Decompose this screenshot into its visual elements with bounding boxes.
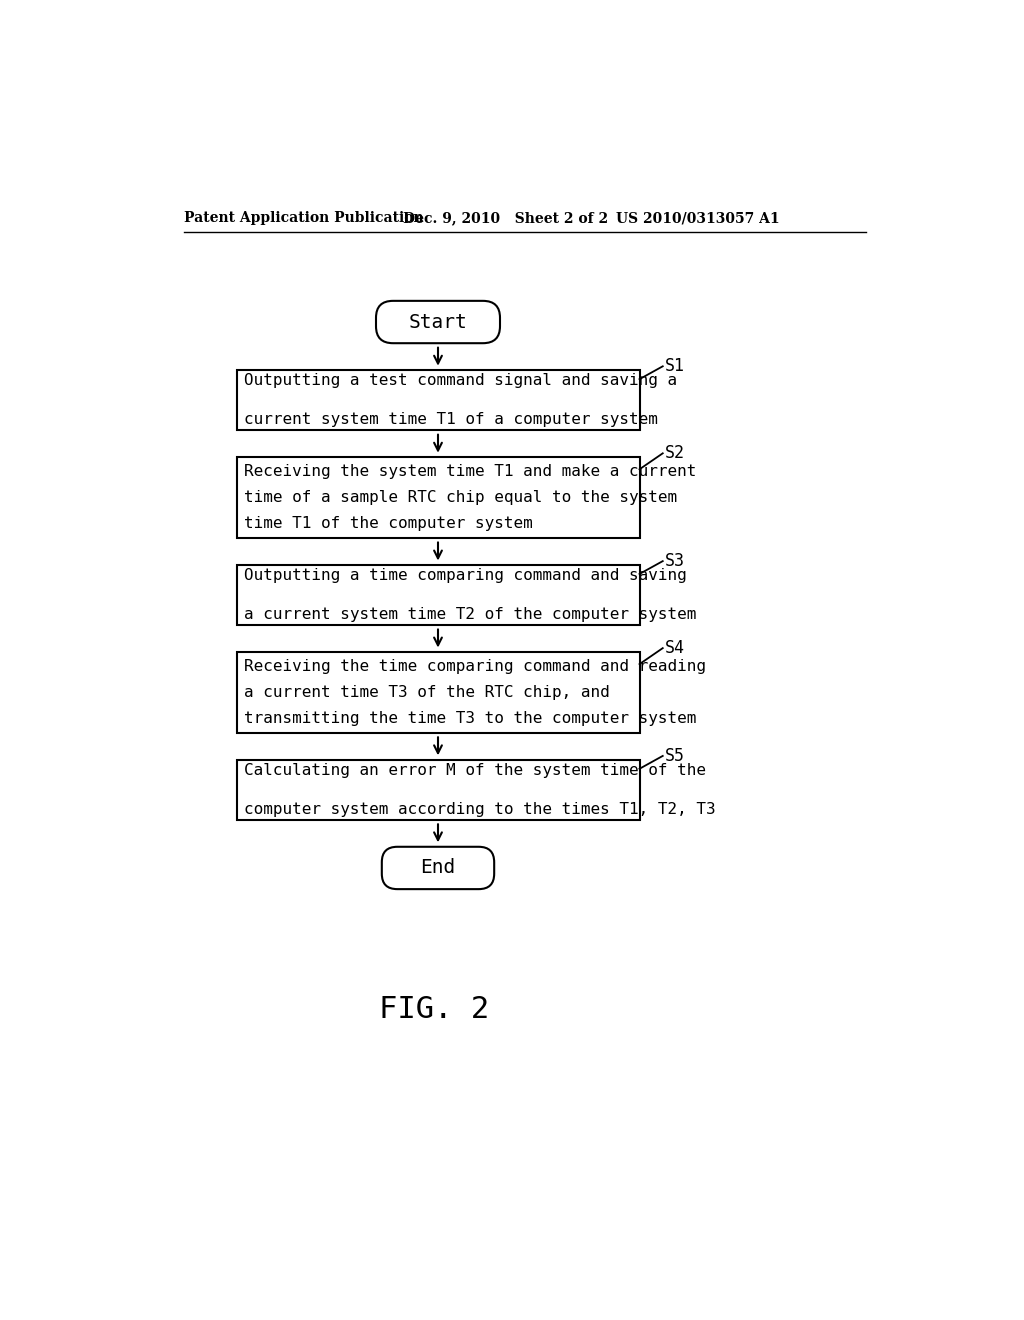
Bar xyxy=(237,760,640,820)
Text: Dec. 9, 2010   Sheet 2 of 2: Dec. 9, 2010 Sheet 2 of 2 xyxy=(403,211,608,226)
Text: Receiving the system time T1 and make a current: Receiving the system time T1 and make a … xyxy=(245,465,696,479)
FancyBboxPatch shape xyxy=(382,847,495,890)
Text: Receiving the time comparing command and reading: Receiving the time comparing command and… xyxy=(245,659,707,675)
Text: End: End xyxy=(421,858,456,878)
Text: Patent Application Publication: Patent Application Publication xyxy=(183,211,424,226)
Text: US 2010/0313057 A1: US 2010/0313057 A1 xyxy=(616,211,780,226)
Text: time of a sample RTC chip equal to the system: time of a sample RTC chip equal to the s… xyxy=(245,490,677,506)
Text: FIG. 2: FIG. 2 xyxy=(379,995,489,1024)
Text: a current system time T2 of the computer system: a current system time T2 of the computer… xyxy=(245,607,696,622)
Text: time T1 of the computer system: time T1 of the computer system xyxy=(245,516,534,531)
Text: S3: S3 xyxy=(665,552,685,570)
Text: Outputting a test command signal and saving a: Outputting a test command signal and sav… xyxy=(245,374,677,388)
FancyBboxPatch shape xyxy=(376,301,500,343)
Text: S2: S2 xyxy=(665,445,685,462)
Text: computer system according to the times T1, T2, T3: computer system according to the times T… xyxy=(245,801,716,817)
Text: a current time T3 of the RTC chip, and: a current time T3 of the RTC chip, and xyxy=(245,685,610,700)
Bar xyxy=(237,370,640,430)
Text: S1: S1 xyxy=(665,358,685,375)
Bar xyxy=(237,652,640,733)
Text: current system time T1 of a computer system: current system time T1 of a computer sys… xyxy=(245,412,658,426)
Text: Calculating an error M of the system time of the: Calculating an error M of the system tim… xyxy=(245,763,707,777)
Text: S5: S5 xyxy=(665,747,685,764)
Text: transmitting the time T3 to the computer system: transmitting the time T3 to the computer… xyxy=(245,710,696,726)
Text: S4: S4 xyxy=(665,639,685,657)
Bar xyxy=(237,565,640,626)
Bar xyxy=(237,457,640,539)
Text: Start: Start xyxy=(409,313,467,331)
Text: Outputting a time comparing command and saving: Outputting a time comparing command and … xyxy=(245,569,687,583)
